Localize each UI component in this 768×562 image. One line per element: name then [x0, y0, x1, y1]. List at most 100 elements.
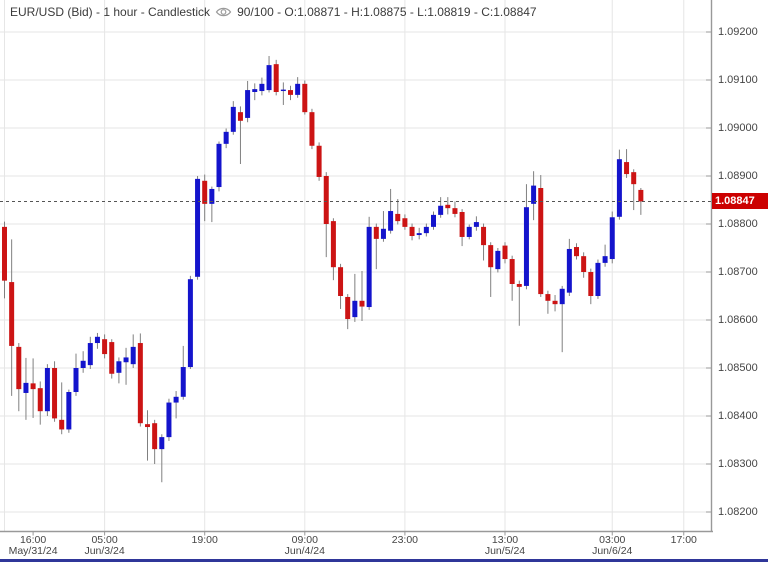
candle-bearish	[624, 162, 630, 175]
price-axis-label: 1.08300	[718, 457, 758, 470]
time-axis-label: 03:00 Jun/6/24	[567, 535, 657, 557]
time-label-date: Jun/4/24	[284, 545, 325, 557]
candle-bearish	[359, 300, 365, 307]
candle-bullish	[66, 392, 72, 430]
candle-bullish	[295, 83, 301, 95]
candle-bullish	[23, 382, 29, 393]
candle-bullish	[80, 360, 86, 368]
candle-bullish	[130, 346, 136, 365]
candle-bearish	[638, 189, 644, 202]
time-axis-label: 17:00	[639, 535, 729, 546]
price-axis-label: 1.08200	[718, 505, 758, 518]
time-label-date: Jun/5/24	[484, 545, 526, 557]
candle-bearish	[581, 256, 587, 272]
candle-bearish	[288, 90, 293, 95]
candle-bearish	[109, 342, 115, 374]
candle-bullish	[495, 250, 501, 270]
candle-bearish	[273, 64, 279, 92]
candle-bearish	[338, 267, 344, 296]
price-axis-label: 1.08800	[718, 217, 758, 230]
candle-bullish	[216, 143, 222, 188]
candle-bullish	[180, 367, 186, 397]
chart-title-bar: EUR/USD (Bid) - 1 hour - Candlestick 90/…	[10, 5, 537, 19]
candle-bearish	[16, 346, 22, 390]
candle-bullish	[209, 188, 215, 204]
candle-bullish	[173, 396, 179, 403]
candle-bearish	[137, 343, 143, 424]
time-axis-label: 13:00 Jun/5/24	[460, 535, 550, 557]
candle-bullish	[245, 90, 251, 118]
candle-bearish	[302, 83, 308, 113]
time-label-date: May/31/24	[8, 545, 58, 557]
candle-bullish	[466, 226, 472, 237]
candle-bearish	[402, 218, 408, 227]
candle-bullish	[230, 106, 236, 132]
candle-bullish	[223, 131, 229, 144]
visibility-eye-icon[interactable]	[215, 6, 232, 18]
candle-bullish	[380, 228, 386, 239]
window-bottom-edge	[0, 559, 768, 562]
price-axis-label: 1.08600	[718, 313, 758, 326]
candle-bullish	[438, 205, 444, 215]
candle-bearish	[409, 226, 415, 236]
candle-bullish	[252, 89, 258, 92]
candle-bearish	[545, 294, 551, 301]
candle-bullish	[44, 368, 50, 412]
candle-bullish	[159, 437, 165, 450]
candle-bearish	[488, 245, 494, 268]
time-label-hour: 09:00	[291, 534, 318, 546]
bars-ohlc-info: 90/100 - O:1.08871 - H:1.08875 - L:1.088…	[237, 5, 537, 19]
time-axis-label: 16:00 May/31/24	[0, 535, 78, 557]
candle-bullish	[423, 226, 429, 234]
candle-bullish	[352, 300, 358, 318]
candle-bearish	[631, 172, 637, 185]
time-label-hour: 17:00	[670, 534, 697, 546]
candle-bearish	[9, 282, 15, 346]
candle-bullish	[388, 211, 394, 231]
candle-bearish	[323, 176, 329, 224]
candle-bearish	[445, 204, 451, 209]
candle-bearish	[373, 226, 379, 239]
price-axis-label: 1.08700	[718, 265, 758, 278]
candle-bearish	[152, 423, 158, 450]
candle-bearish	[59, 419, 65, 430]
candle-bearish	[574, 247, 579, 257]
candle-bullish	[523, 207, 529, 286]
time-label-hour: 13:00	[491, 534, 519, 546]
candle-bullish	[73, 368, 79, 392]
candle-bearish	[2, 226, 7, 281]
time-axis-label: 09:00 Jun/4/24	[260, 535, 350, 557]
time-label-hour: 19:00	[191, 534, 218, 546]
price-axis-label: 1.08900	[718, 169, 758, 182]
candle-bearish	[102, 339, 108, 355]
candle-bearish	[516, 284, 522, 287]
candle-bullish	[609, 217, 615, 260]
candle-bearish	[202, 180, 208, 204]
candle-bearish	[52, 368, 58, 419]
candle-bearish	[552, 300, 558, 305]
candle-bearish	[345, 296, 351, 320]
price-axis-label: 1.08500	[718, 361, 758, 374]
candle-bearish	[459, 212, 465, 237]
candle-bullish	[566, 248, 572, 293]
time-axis-label: 23:00	[360, 535, 450, 546]
candle-bullish	[366, 226, 372, 308]
candle-bullish	[473, 222, 479, 227]
candle-bearish	[395, 213, 401, 222]
time-label-hour: 16:00	[19, 534, 47, 546]
candle-bullish	[116, 361, 122, 373]
candle-bullish	[559, 288, 565, 305]
time-label-date: Jun/3/24	[84, 545, 125, 557]
candle-bearish	[481, 226, 487, 246]
price-axis-label: 1.09200	[718, 25, 758, 38]
price-axis-label: 1.09100	[718, 73, 758, 86]
candle-bearish	[452, 208, 458, 214]
candle-bearish	[330, 221, 336, 268]
candle-bearish	[316, 145, 322, 177]
time-axis-label: 05:00 Jun/3/24	[60, 535, 150, 557]
time-axis-label: 19:00	[160, 535, 250, 546]
candle-bullish	[280, 89, 286, 92]
candle-bearish	[237, 112, 243, 121]
